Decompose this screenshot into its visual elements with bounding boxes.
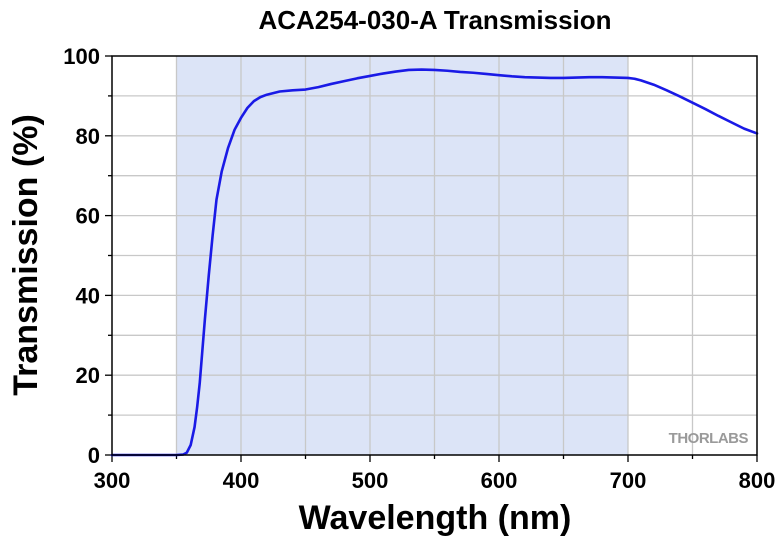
x-axis-label: Wavelength (nm) [299,499,572,537]
x-tick-label: 700 [610,468,647,493]
y-tick-label: 100 [63,44,100,69]
plot-frame [111,55,758,456]
y-tick-label: 20 [76,363,100,388]
x-tick-label: 400 [223,468,260,493]
transmission-curve [110,68,759,457]
y-tick-label: 60 [76,204,100,229]
x-tick-label: 500 [352,468,389,493]
y-tick-label: 40 [76,283,100,308]
y-axis-label: Transmission (%) [7,114,45,396]
y-tick-label: 80 [76,124,100,149]
x-tick-label: 800 [739,468,776,493]
thorlabs-watermark: THORLABS [669,430,749,447]
chart-title: ACA254-030-A Transmission [258,5,611,35]
x-tick-label: 300 [94,468,131,493]
x-tick-label: 600 [481,468,518,493]
y-tick-label: 0 [88,443,100,468]
